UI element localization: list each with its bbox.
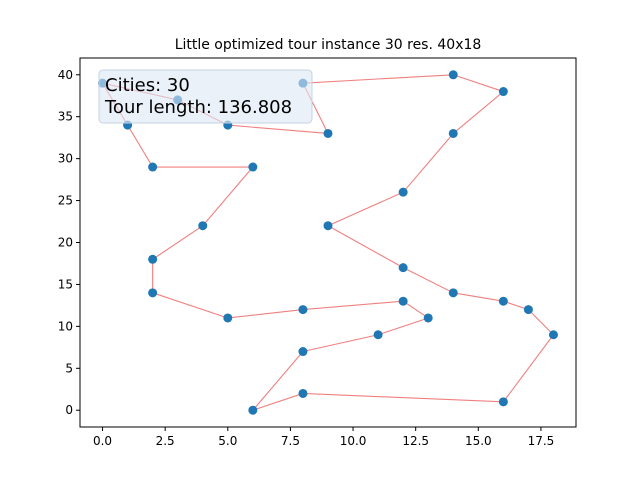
tour-edge bbox=[327, 225, 404, 269]
x-tick-label: 7.5 bbox=[281, 434, 300, 448]
city-point bbox=[448, 288, 458, 298]
tour-edge bbox=[453, 292, 504, 302]
city-point bbox=[448, 128, 458, 138]
y-axis: 0 5 10 15 20 25 30 35 40 bbox=[58, 68, 80, 417]
annotation-box: Cities: 30 Tour length: 136.808 bbox=[98, 69, 313, 124]
tour-edge bbox=[152, 292, 228, 319]
tour-edge bbox=[502, 334, 554, 403]
city-point bbox=[398, 263, 408, 273]
x-axis: 0.0 2.5 5.0 7.5 10.0 12.5 15.0 17.5 bbox=[93, 427, 554, 448]
tour-edge bbox=[227, 309, 304, 319]
city-point bbox=[398, 296, 408, 306]
city-point bbox=[298, 347, 308, 357]
annotation-background bbox=[98, 69, 313, 124]
tour-edge bbox=[302, 74, 454, 84]
city-point bbox=[148, 162, 158, 172]
y-tick-label: 20 bbox=[58, 236, 73, 250]
tour-edge bbox=[302, 300, 404, 311]
tour-edge bbox=[402, 133, 454, 193]
city-point bbox=[148, 288, 158, 298]
city-point bbox=[298, 388, 308, 398]
city-point bbox=[148, 254, 158, 264]
tour-edge bbox=[202, 166, 254, 227]
y-tick-label: 15 bbox=[58, 277, 73, 291]
city-point bbox=[248, 405, 258, 415]
x-tick-label: 5.0 bbox=[218, 434, 237, 448]
city-point bbox=[498, 296, 508, 306]
city-point bbox=[423, 313, 433, 323]
tour-edge bbox=[152, 225, 204, 260]
tour-edge bbox=[453, 74, 504, 93]
city-point bbox=[523, 305, 533, 315]
x-tick-label: 17.5 bbox=[528, 434, 555, 448]
tour-edge bbox=[127, 124, 154, 168]
city-point bbox=[323, 221, 333, 231]
y-tick-label: 40 bbox=[58, 68, 73, 82]
tour-edge bbox=[528, 309, 554, 336]
y-tick-label: 30 bbox=[58, 152, 73, 166]
tour-edge bbox=[327, 191, 404, 227]
tour-edge bbox=[252, 392, 304, 411]
y-tick-label: 35 bbox=[58, 110, 73, 124]
city-point bbox=[448, 70, 458, 80]
tour-edge bbox=[302, 392, 504, 403]
city-point bbox=[298, 305, 308, 315]
x-tick-label: 12.5 bbox=[402, 434, 429, 448]
city-point bbox=[498, 397, 508, 407]
city-point bbox=[223, 313, 233, 323]
annotation-tour-length: Tour length: 136.808 bbox=[104, 97, 292, 118]
tour-edge bbox=[402, 300, 429, 319]
city-point bbox=[248, 162, 258, 172]
tour-edge bbox=[227, 124, 329, 135]
city-point bbox=[198, 221, 208, 231]
chart-title: Little optimized tour instance 30 res. 4… bbox=[175, 37, 482, 53]
city-point bbox=[398, 187, 408, 197]
tour-edge bbox=[252, 351, 304, 411]
tour-edge bbox=[302, 334, 379, 353]
tour-edge bbox=[402, 267, 454, 294]
x-tick-label: 15.0 bbox=[465, 434, 492, 448]
y-tick-label: 10 bbox=[58, 319, 73, 333]
x-tick-label: 10.0 bbox=[340, 434, 367, 448]
y-tick-label: 0 bbox=[65, 403, 73, 417]
x-tick-label: 2.5 bbox=[156, 434, 175, 448]
x-tick-label: 0.0 bbox=[93, 434, 112, 448]
city-point bbox=[548, 330, 558, 340]
y-tick-label: 5 bbox=[65, 361, 73, 375]
city-point bbox=[323, 128, 333, 138]
y-tick-label: 25 bbox=[58, 194, 73, 208]
tour-edge bbox=[377, 317, 429, 336]
annotation-cities: Cities: 30 bbox=[105, 75, 190, 96]
tour-edge bbox=[452, 91, 504, 134]
city-point bbox=[498, 87, 508, 97]
city-point bbox=[373, 330, 383, 340]
